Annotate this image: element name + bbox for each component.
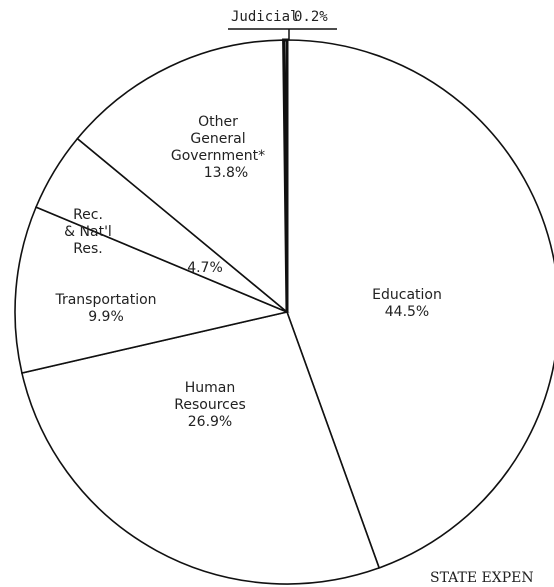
slice-value-label: 9.9% (88, 309, 124, 325)
slice-label: Education (372, 287, 442, 303)
slice-label: Human (185, 380, 236, 396)
pie-slice (282, 38, 289, 313)
slice-label: Government* (171, 148, 265, 164)
slice-value-label: 26.9% (188, 414, 232, 430)
slice-label: Transportation (54, 292, 156, 308)
pie-slice (14, 206, 290, 374)
slice-label: Judicial (231, 9, 298, 25)
slice-value-label: 0.2% (294, 9, 328, 25)
pie-slice (20, 311, 381, 585)
slice-label: Resources (174, 397, 246, 413)
slice-value-label: 44.5% (385, 304, 429, 320)
slice-label: Rec. (73, 207, 103, 223)
pie-slice (76, 39, 288, 314)
slice-label: & Nat'l (64, 224, 112, 240)
slice-label: Res. (73, 241, 102, 257)
slice-label: Other (198, 114, 238, 130)
pie-slice (286, 39, 554, 569)
footer: STATE EXPEN (430, 570, 534, 586)
slice-value-label: 13.8% (204, 165, 248, 181)
slice-label: General (190, 131, 245, 147)
slice-value-label: 4.7% (187, 260, 223, 276)
